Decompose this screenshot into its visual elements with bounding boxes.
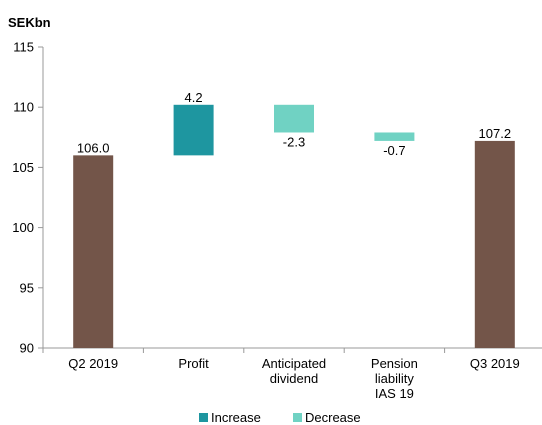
x-category-line: Q2 2019 [68, 356, 118, 371]
decrease-bar [274, 104, 314, 133]
increase-bar [173, 104, 214, 156]
y-tick-label: 100 [12, 220, 34, 235]
bars: 106.0 4.2 -2.3 -0.7 107.2 [73, 90, 515, 348]
x-category-line: Q3 2019 [470, 356, 520, 371]
x-category-line: liability [375, 371, 415, 386]
unit-label: SEKbn [8, 15, 51, 30]
total-bar [73, 155, 114, 348]
x-category-label: Q3 2019 [470, 356, 520, 371]
legend: Increase Decrease [199, 410, 361, 425]
y-axis: 90 95 100 105 110 115 [12, 40, 44, 356]
x-category-label: Anticipated dividend [262, 356, 326, 386]
bar-value-label: 106.0 [77, 140, 110, 155]
y-tick-label: 105 [12, 160, 34, 175]
y-tick-label: 110 [13, 100, 34, 115]
legend-swatch-increase [199, 413, 208, 422]
y-tick-label: 95 [20, 280, 34, 295]
bar-value-label: 4.2 [185, 90, 203, 105]
x-category-label: Pension liability IAS 19 [371, 356, 418, 401]
x-axis: Q2 2019 Profit Anticipated dividend Pension l… [42, 347, 542, 401]
decrease-bar [374, 132, 415, 141]
legend-label-increase: Increase [211, 410, 261, 425]
x-category-line: IAS 19 [375, 386, 414, 401]
bar-value-label: -0.7 [383, 143, 405, 158]
x-category-label: Profit [178, 356, 209, 371]
x-category-line: Anticipated [262, 356, 326, 371]
legend-swatch-decrease [293, 413, 302, 422]
y-tick-label: 90 [20, 341, 34, 356]
x-category-line: Profit [178, 356, 209, 371]
x-category-line: Pension [371, 356, 418, 371]
total-bar [474, 140, 515, 348]
y-tick-label: 115 [13, 40, 34, 55]
legend-label-decrease: Decrease [305, 410, 361, 425]
x-category-line: dividend [270, 371, 318, 386]
x-category-label: Q2 2019 [68, 356, 118, 371]
bar-value-label: 107.2 [479, 126, 512, 141]
bar-value-label: -2.3 [283, 134, 305, 149]
